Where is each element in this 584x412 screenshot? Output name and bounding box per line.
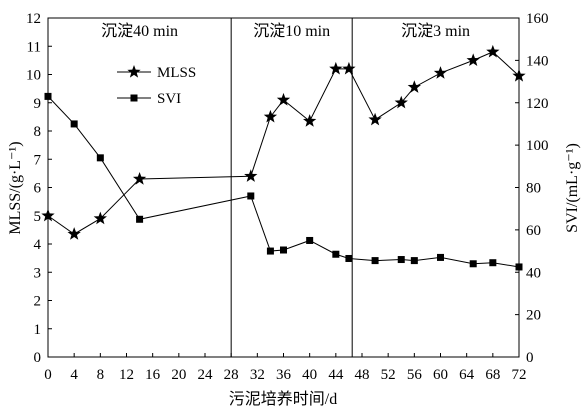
phase-label: 沉淀40 min [101,22,178,40]
x-tick-label: 12 [119,367,134,383]
y-tick-label-left: 2 [34,294,42,310]
svi-data-point [515,263,523,271]
mlss-data-point [407,80,421,93]
svi-series-line [47,96,520,268]
phase-label: 沉淀3 min [401,22,470,40]
mlss-data-point [93,211,107,225]
series-group [41,44,526,271]
x-tick-label: 48 [355,367,370,383]
y-tick-label-right: 40 [526,265,541,281]
x-tick-label: 40 [302,367,317,383]
y-tick-label-left: 0 [34,350,42,366]
svi-data-point [247,192,255,200]
y-tick-label-left: 4 [34,237,42,253]
x-tick-label: 68 [485,367,500,383]
x-tick-label: 64 [459,367,475,383]
y-tick-label-right: 100 [526,138,549,154]
svi-data-point [280,246,287,254]
mlss-data-point [263,109,278,123]
x-tick-label: 72 [512,367,527,383]
y-tick-label-left: 6 [34,181,42,197]
svi-data-point [96,154,104,162]
mlss-data-point [132,172,147,185]
legend-label-svi: SVI [157,91,181,107]
svi-data-point [469,260,477,268]
y-tick-label-right: 20 [526,308,541,324]
plot-frame [47,17,520,358]
x-tick-label: 32 [250,367,265,383]
svi-data-point [410,257,418,265]
svi-data-point [371,257,379,265]
y-axis-label-right: SVI/(mL·g⁻¹) [564,143,581,233]
mlss-data-point [329,61,343,75]
y-tick-label-left: 10 [26,68,41,84]
x-tick-label: 44 [328,367,344,383]
mlss-data-point [433,66,448,79]
x-axis-label: 污泥培养时间/d [229,390,337,408]
y-tick-label-left: 9 [34,96,42,112]
y-tick-label-left: 1 [34,322,42,338]
y-tick-label-left: 7 [34,152,42,168]
y-tick-label-right: 160 [526,11,549,27]
svi-data-point [437,253,444,261]
mlss-data-point [368,112,382,126]
mlss-data-point [466,53,480,67]
svi-data-point [44,92,52,100]
mlss-data-point [486,44,500,58]
mlss-data-point [342,61,356,75]
svi-data-point [306,236,314,244]
y-tick-label-right: 0 [526,350,534,366]
y-tick-label-right: 80 [526,181,541,197]
phase-labels: 沉淀40 min 沉淀10 min 沉淀3 min [101,22,470,40]
x-tick-label: 4 [70,367,78,383]
svi-data-point [332,250,340,258]
x-tick-label: 20 [171,367,186,383]
svi-data-point [345,254,353,262]
svi-data-point [489,259,497,267]
mlss-data-point [244,169,258,182]
x-tick-label: 36 [276,367,292,383]
legend-marker-svi [130,94,138,102]
mlss-data-point [394,95,408,109]
x-tick-label: 60 [433,367,448,383]
legend-label-mlss: MLSS [157,65,196,81]
x-tick-label: 52 [381,367,396,383]
svi-data-point [397,256,405,264]
phase-label: 沉淀10 min [253,22,330,40]
x-tick-label: 56 [407,367,423,383]
svi-data-point [70,120,78,128]
x-tick-label: 16 [145,367,161,383]
legend: MLSS SVI [117,65,196,107]
y-axis-label-left: MLSS/(g·L⁻¹) [7,141,24,234]
legend-marker-mlss [127,65,141,78]
x-tick-label: 28 [224,367,239,383]
y-tick-label-left: 3 [34,265,42,281]
x-tick-label: 8 [97,367,105,383]
y-tick-label-right: 140 [526,53,549,69]
mlss-data-point [276,92,291,106]
mlss-data-point [512,68,526,82]
y-tick-label-left: 8 [34,124,42,140]
svi-data-point [136,215,144,223]
mlss-data-point [41,208,55,222]
x-tick-label: 24 [198,367,214,383]
svi-data-point [266,247,274,255]
y-tick-label-right: 60 [526,223,541,239]
axis-ticks: 0 4 8 12 16 20 24 28 32 36 40 44 48 52 56 60 64 68 7201234… [26,11,549,383]
y-tick-label-right: 120 [526,96,549,112]
x-tick-label: 0 [44,367,52,383]
y-tick-label-left: 5 [34,209,42,225]
mlss-data-point [303,114,317,127]
mlss-data-point [67,227,81,240]
mlss-series-line [47,51,520,235]
y-tick-label-left: 11 [27,39,41,55]
y-tick-label-left: 12 [26,11,41,27]
